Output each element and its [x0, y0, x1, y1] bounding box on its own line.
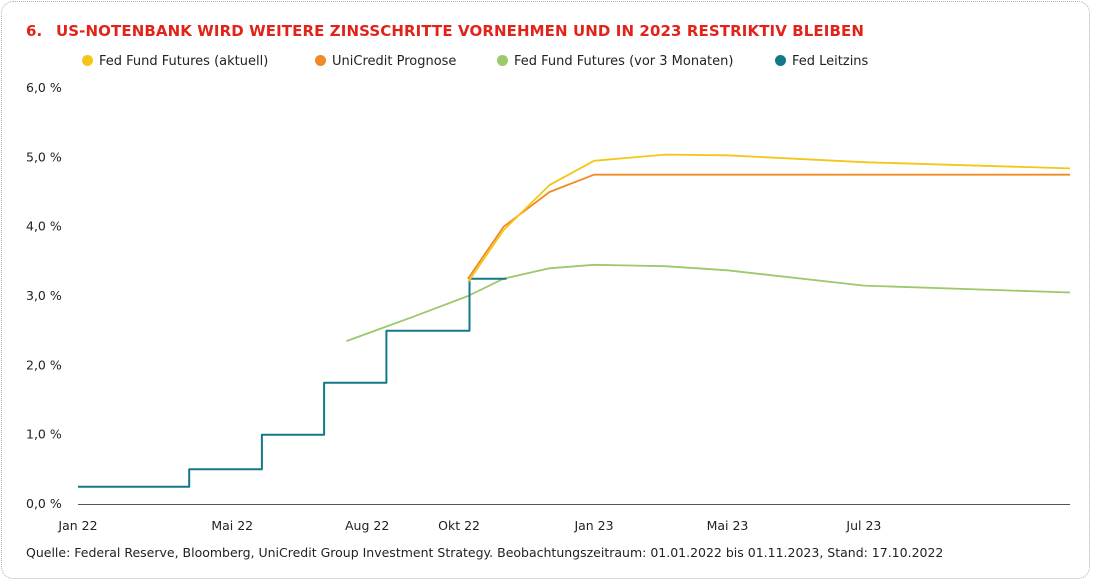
y-tick-label: 3,0 %: [26, 288, 62, 303]
x-tick-label: Jan 23: [573, 518, 613, 533]
legend-item-futures-current: Fed Fund Futures (aktuell): [82, 54, 268, 69]
legend-swatch-futures-current: [82, 55, 93, 66]
y-tick-label: 6,0 %: [26, 80, 62, 95]
y-tick-label: 2,0 %: [26, 357, 62, 372]
chart-title-text: US-NOTENBANK WIRD WEITERE ZINSSCHRITTE V…: [56, 22, 864, 40]
x-tick-label: Jan 22: [57, 518, 97, 533]
x-tick-label: Mai 22: [211, 518, 253, 533]
series-line-fed-rate: [78, 277, 507, 488]
y-tick-label: 5,0 %: [26, 149, 62, 164]
chart-number: 6.: [26, 22, 43, 40]
series-line-unicredit-forecast: [467, 173, 1070, 280]
legend-swatch-unicredit-forecast: [315, 55, 326, 66]
legend-swatch-fed-rate: [775, 55, 786, 66]
legend-label-unicredit-forecast: UniCredit Prognose: [332, 54, 457, 69]
legend-label-futures-current: Fed Fund Futures (aktuell): [99, 54, 269, 69]
legend-item-futures-3m-ago: Fed Fund Futures (vor 3 Monaten): [497, 54, 733, 69]
x-tick-label: Okt 22: [438, 518, 480, 533]
x-tick-label: Mai 23: [707, 518, 749, 533]
y-tick-label: 0,0 %: [26, 496, 62, 511]
y-tick-label: 4,0 %: [26, 219, 62, 234]
x-tick-label: Aug 22: [345, 518, 389, 533]
series-line-futures-current: [467, 153, 1071, 283]
legend-item-unicredit-forecast: UniCredit Prognose: [315, 54, 456, 69]
series-line-futures-3m-ago: [346, 263, 1071, 342]
legend-swatch-futures-3m-ago: [497, 55, 508, 66]
legend-label-futures-3m-ago: Fed Fund Futures (vor 3 Monaten): [514, 54, 734, 69]
legend-item-fed-rate: Fed Leitzins: [775, 54, 868, 69]
x-tick-label: Jul 23: [845, 518, 881, 533]
y-tick-label: 1,0 %: [26, 427, 62, 442]
legend-label-fed-rate: Fed Leitzins: [792, 54, 869, 69]
source-note: Quelle: Federal Reserve, Bloomberg, UniC…: [26, 545, 944, 560]
chart-title: 6. US-NOTENBANK WIRD WEITERE ZINSSCHRITTE…: [26, 22, 864, 40]
